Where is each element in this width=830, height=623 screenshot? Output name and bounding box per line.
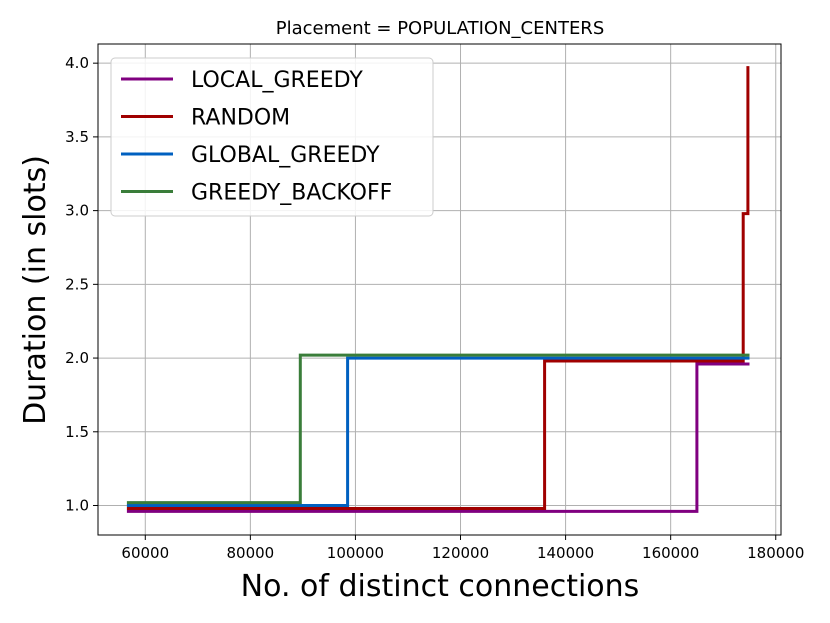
- x-tick-label: 100000: [327, 544, 384, 562]
- y-tick-label: 3.0: [65, 202, 89, 220]
- ticks: 60000 80000 100000 120000 140000 160000 180000…: [65, 54, 804, 562]
- x-tick-label: 60000: [121, 544, 169, 562]
- x-tick-label: 160000: [642, 544, 699, 562]
- y-tick-label: 1.0: [65, 497, 89, 515]
- y-tick-label: 4.0: [65, 54, 89, 72]
- legend-box: [110, 57, 434, 217]
- legend: LOCAL_GREEDY RANDOM GLOBAL_GREEDY GREEDY_BA…: [110, 57, 434, 217]
- x-tick-label: 120000: [432, 544, 489, 562]
- x-tick-label: 80000: [227, 544, 275, 562]
- legend-label-random: RANDOM: [191, 106, 290, 131]
- legend-label-greedy-backoff: GREEDY_BACKOFF: [191, 181, 392, 206]
- chart-title: Placement = POPULATION_CENTERS: [276, 18, 605, 39]
- y-axis-label: Duration (in slots): [18, 155, 53, 425]
- series-line-local-greedy: [126, 362, 750, 513]
- series-line-random: [126, 66, 750, 510]
- y-tick-label: 1.5: [65, 423, 89, 441]
- x-tick-label: 180000: [747, 544, 804, 562]
- legend-label-global-greedy: GLOBAL_GREEDY: [191, 143, 380, 168]
- series-group: [126, 66, 750, 513]
- y-tick-label: 3.5: [65, 128, 89, 146]
- series-line-global-greedy: [126, 356, 750, 507]
- y-tick-label: 2.5: [65, 275, 89, 293]
- legend-label-local-greedy: LOCAL_GREEDY: [191, 68, 363, 93]
- x-axis-label: No. of distinct connections: [241, 569, 640, 604]
- plot-frame: [97, 43, 782, 536]
- y-tick-label: 2.0: [65, 349, 89, 367]
- x-tick-label: 140000: [537, 544, 594, 562]
- series-line-greedy-backoff: [126, 353, 750, 505]
